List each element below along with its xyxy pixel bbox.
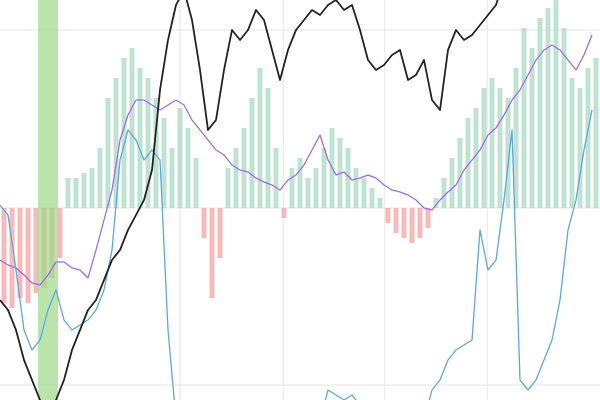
bar bbox=[137, 68, 143, 208]
bar bbox=[217, 208, 223, 258]
bar bbox=[289, 168, 295, 208]
bar bbox=[537, 18, 543, 208]
bar bbox=[105, 98, 111, 208]
bar bbox=[465, 118, 471, 208]
bar bbox=[305, 178, 311, 208]
bar bbox=[73, 178, 79, 208]
bar bbox=[177, 108, 183, 208]
bar bbox=[345, 148, 351, 208]
bar bbox=[145, 78, 151, 208]
bar bbox=[473, 108, 479, 208]
bar bbox=[273, 148, 279, 208]
bar bbox=[593, 58, 599, 208]
bar bbox=[1, 208, 7, 303]
bar bbox=[297, 158, 303, 208]
bar bbox=[89, 168, 95, 208]
bar bbox=[161, 118, 167, 208]
bar bbox=[225, 168, 231, 208]
line-series bbox=[0, 0, 499, 400]
bar bbox=[369, 188, 375, 208]
bar bbox=[265, 88, 271, 208]
bar bbox=[457, 138, 463, 208]
bar bbox=[169, 148, 175, 208]
bar bbox=[433, 198, 439, 208]
bar bbox=[81, 173, 87, 208]
bar bbox=[489, 78, 495, 208]
bar bbox=[201, 208, 207, 238]
highlight-band bbox=[38, 0, 58, 400]
bar bbox=[153, 98, 159, 208]
bar bbox=[409, 208, 415, 243]
bar bbox=[9, 208, 15, 308]
bar bbox=[481, 88, 487, 208]
bar bbox=[513, 68, 519, 208]
bar bbox=[17, 208, 23, 298]
bar bbox=[209, 208, 215, 298]
bar bbox=[497, 88, 503, 208]
bar bbox=[33, 208, 39, 293]
bar bbox=[257, 68, 263, 208]
bar bbox=[545, 8, 551, 208]
bar bbox=[577, 88, 583, 208]
bar bbox=[529, 48, 535, 208]
line-series bbox=[0, 34, 593, 286]
bar bbox=[441, 178, 447, 208]
bar bbox=[553, 0, 559, 209]
bar bbox=[425, 208, 431, 228]
bar bbox=[65, 178, 71, 208]
bar bbox=[385, 208, 391, 223]
bar bbox=[401, 208, 407, 238]
bar bbox=[121, 58, 127, 208]
bar bbox=[417, 208, 423, 238]
bar bbox=[193, 158, 199, 208]
bar bbox=[113, 78, 119, 208]
bar bbox=[449, 158, 455, 208]
bar bbox=[353, 168, 359, 208]
bar bbox=[129, 48, 135, 208]
bar bbox=[185, 128, 191, 208]
bar bbox=[249, 98, 255, 208]
bar bbox=[241, 128, 247, 208]
bar bbox=[377, 198, 383, 208]
line-series bbox=[0, 109, 593, 400]
bar bbox=[57, 208, 63, 258]
bar bbox=[569, 78, 575, 208]
bar bbox=[585, 68, 591, 208]
bar bbox=[521, 28, 527, 208]
bar bbox=[561, 28, 567, 208]
bar bbox=[281, 208, 287, 218]
bar bbox=[97, 148, 103, 208]
bar bbox=[393, 208, 399, 233]
bar bbox=[321, 148, 327, 208]
bar bbox=[313, 168, 319, 208]
bar bbox=[361, 178, 367, 208]
bar bbox=[25, 208, 31, 303]
bar bbox=[233, 148, 239, 208]
bar bbox=[505, 98, 511, 208]
